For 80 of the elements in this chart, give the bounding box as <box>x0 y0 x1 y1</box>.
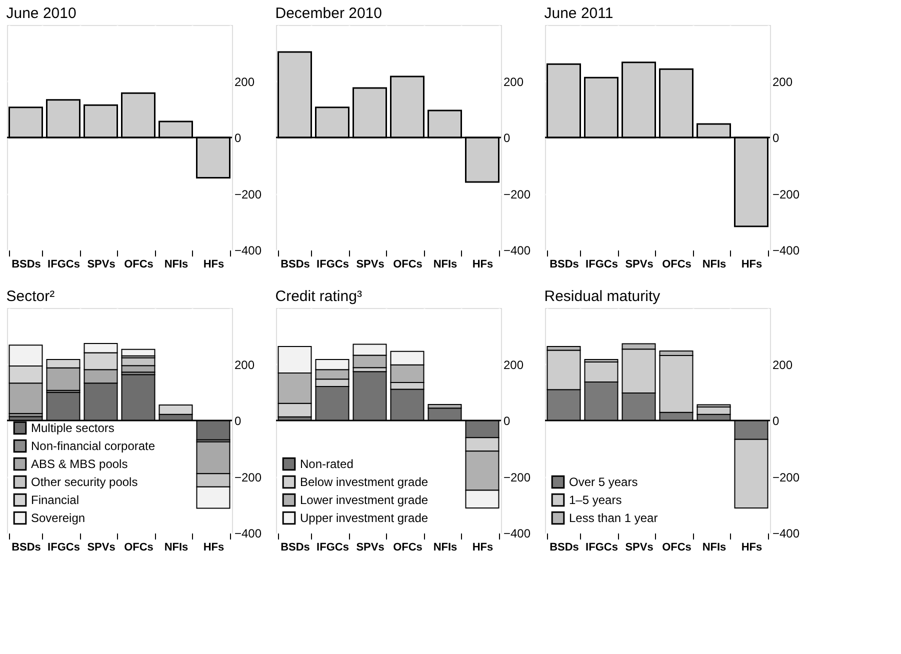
x-tick-label: OFCs <box>124 542 154 554</box>
y-tick-label: −400 <box>504 526 531 540</box>
x-tick-label: IFGCs <box>586 542 618 554</box>
y-tick-label: −400 <box>234 244 262 258</box>
x-tick-label: OFCs <box>662 258 692 270</box>
y-tick-label: 200 <box>504 358 524 372</box>
y-tick-label: 200 <box>234 74 255 89</box>
chart-title: Credit rating³ <box>275 288 362 305</box>
x-tick-label: SPVs <box>625 542 654 554</box>
y-tick-label: −400 <box>234 526 262 540</box>
x-tick-label: NFIs <box>702 258 726 270</box>
x-tick-label: HFs <box>472 258 494 270</box>
x-tick-label: IFGCs <box>48 542 80 554</box>
legend-label: Lower investment grade <box>300 493 428 507</box>
y-tick-label: 0 <box>504 414 510 428</box>
y-tick-label: −400 <box>772 526 800 540</box>
y-tick-label: 0 <box>772 131 780 145</box>
x-tick-label: NFIs <box>433 258 458 270</box>
x-tick-label: HFs <box>741 542 762 554</box>
x-tick-label: IFGCs <box>48 258 80 270</box>
legend-label: Other security pools <box>31 475 138 489</box>
x-tick-label: HFs <box>472 542 494 554</box>
y-tick-label: −200 <box>504 187 531 202</box>
legend-label: ABS & MBS pools <box>31 457 128 471</box>
x-tick-label: NFIs <box>164 258 188 270</box>
x-tick-label: OFCs <box>662 542 692 554</box>
y-tick-label: −400 <box>504 244 531 258</box>
legend-label: Non-financial corporate <box>31 439 156 453</box>
chart-title: June 2011 <box>544 5 614 22</box>
chart-title: June 2010 <box>6 5 76 22</box>
y-tick-label: −200 <box>772 187 800 202</box>
legend-label: Upper investment grade <box>300 511 428 525</box>
x-tick-label: SPVs <box>356 542 384 554</box>
legend-label: Below investment grade <box>300 475 428 489</box>
legend-label: Less than 1 year <box>569 511 658 525</box>
y-tick-label: 0 <box>504 131 510 145</box>
x-tick-label: HFs <box>741 258 762 270</box>
legend-label: 1–5 years <box>569 493 622 507</box>
y-tick-label: −200 <box>504 470 531 484</box>
x-tick-label: IFGCs <box>316 542 349 554</box>
legend-label: Financial <box>31 493 80 507</box>
y-tick-label: −200 <box>234 187 262 202</box>
y-tick-label: 200 <box>504 74 524 89</box>
x-tick-label: HFs <box>203 542 224 554</box>
y-tick-label: 0 <box>234 414 242 428</box>
y-tick-label: 200 <box>772 358 793 372</box>
y-tick-label: 0 <box>772 414 780 428</box>
x-tick-label: BSDs <box>12 258 41 270</box>
x-tick-label: BSDs <box>550 542 579 554</box>
x-tick-label: NFIs <box>702 542 726 554</box>
x-tick-label: OFCs <box>124 258 154 270</box>
legend-label: Non-rated <box>300 457 354 471</box>
y-tick-label: −400 <box>772 244 800 258</box>
x-tick-label: BSDs <box>550 258 579 270</box>
chart-title: December 2010 <box>275 5 382 22</box>
y-tick-label: 200 <box>234 358 255 372</box>
x-tick-label: SPVs <box>356 258 384 270</box>
x-tick-label: IFGCs <box>586 258 618 270</box>
x-tick-label: SPVs <box>625 258 654 270</box>
bar <box>121 348 156 356</box>
y-tick-label: 0 <box>234 131 242 145</box>
x-tick-label: OFCs <box>393 542 422 554</box>
legend-label: Over 5 years <box>569 475 638 489</box>
x-tick-label: HFs <box>203 258 224 270</box>
x-tick-label: NFIs <box>433 542 458 554</box>
x-tick-label: OFCs <box>393 258 422 270</box>
x-tick-label: NFIs <box>164 542 188 554</box>
chart-title: Sector² <box>6 288 55 305</box>
x-tick-label: SPVs <box>87 258 116 270</box>
x-tick-label: SPVs <box>87 542 116 554</box>
x-tick-label: BSDs <box>12 542 41 554</box>
legend-label: Sovereign <box>31 511 86 525</box>
chart-title: Residual maturity <box>544 288 661 305</box>
x-tick-label: BSDs <box>280 258 310 270</box>
y-tick-label: 200 <box>772 74 793 89</box>
y-tick-label: −200 <box>234 470 262 484</box>
x-tick-label: BSDs <box>280 542 310 554</box>
x-tick-label: IFGCs <box>316 258 349 270</box>
y-tick-label: −200 <box>772 470 800 484</box>
legend-label: Multiple sectors <box>31 421 114 435</box>
